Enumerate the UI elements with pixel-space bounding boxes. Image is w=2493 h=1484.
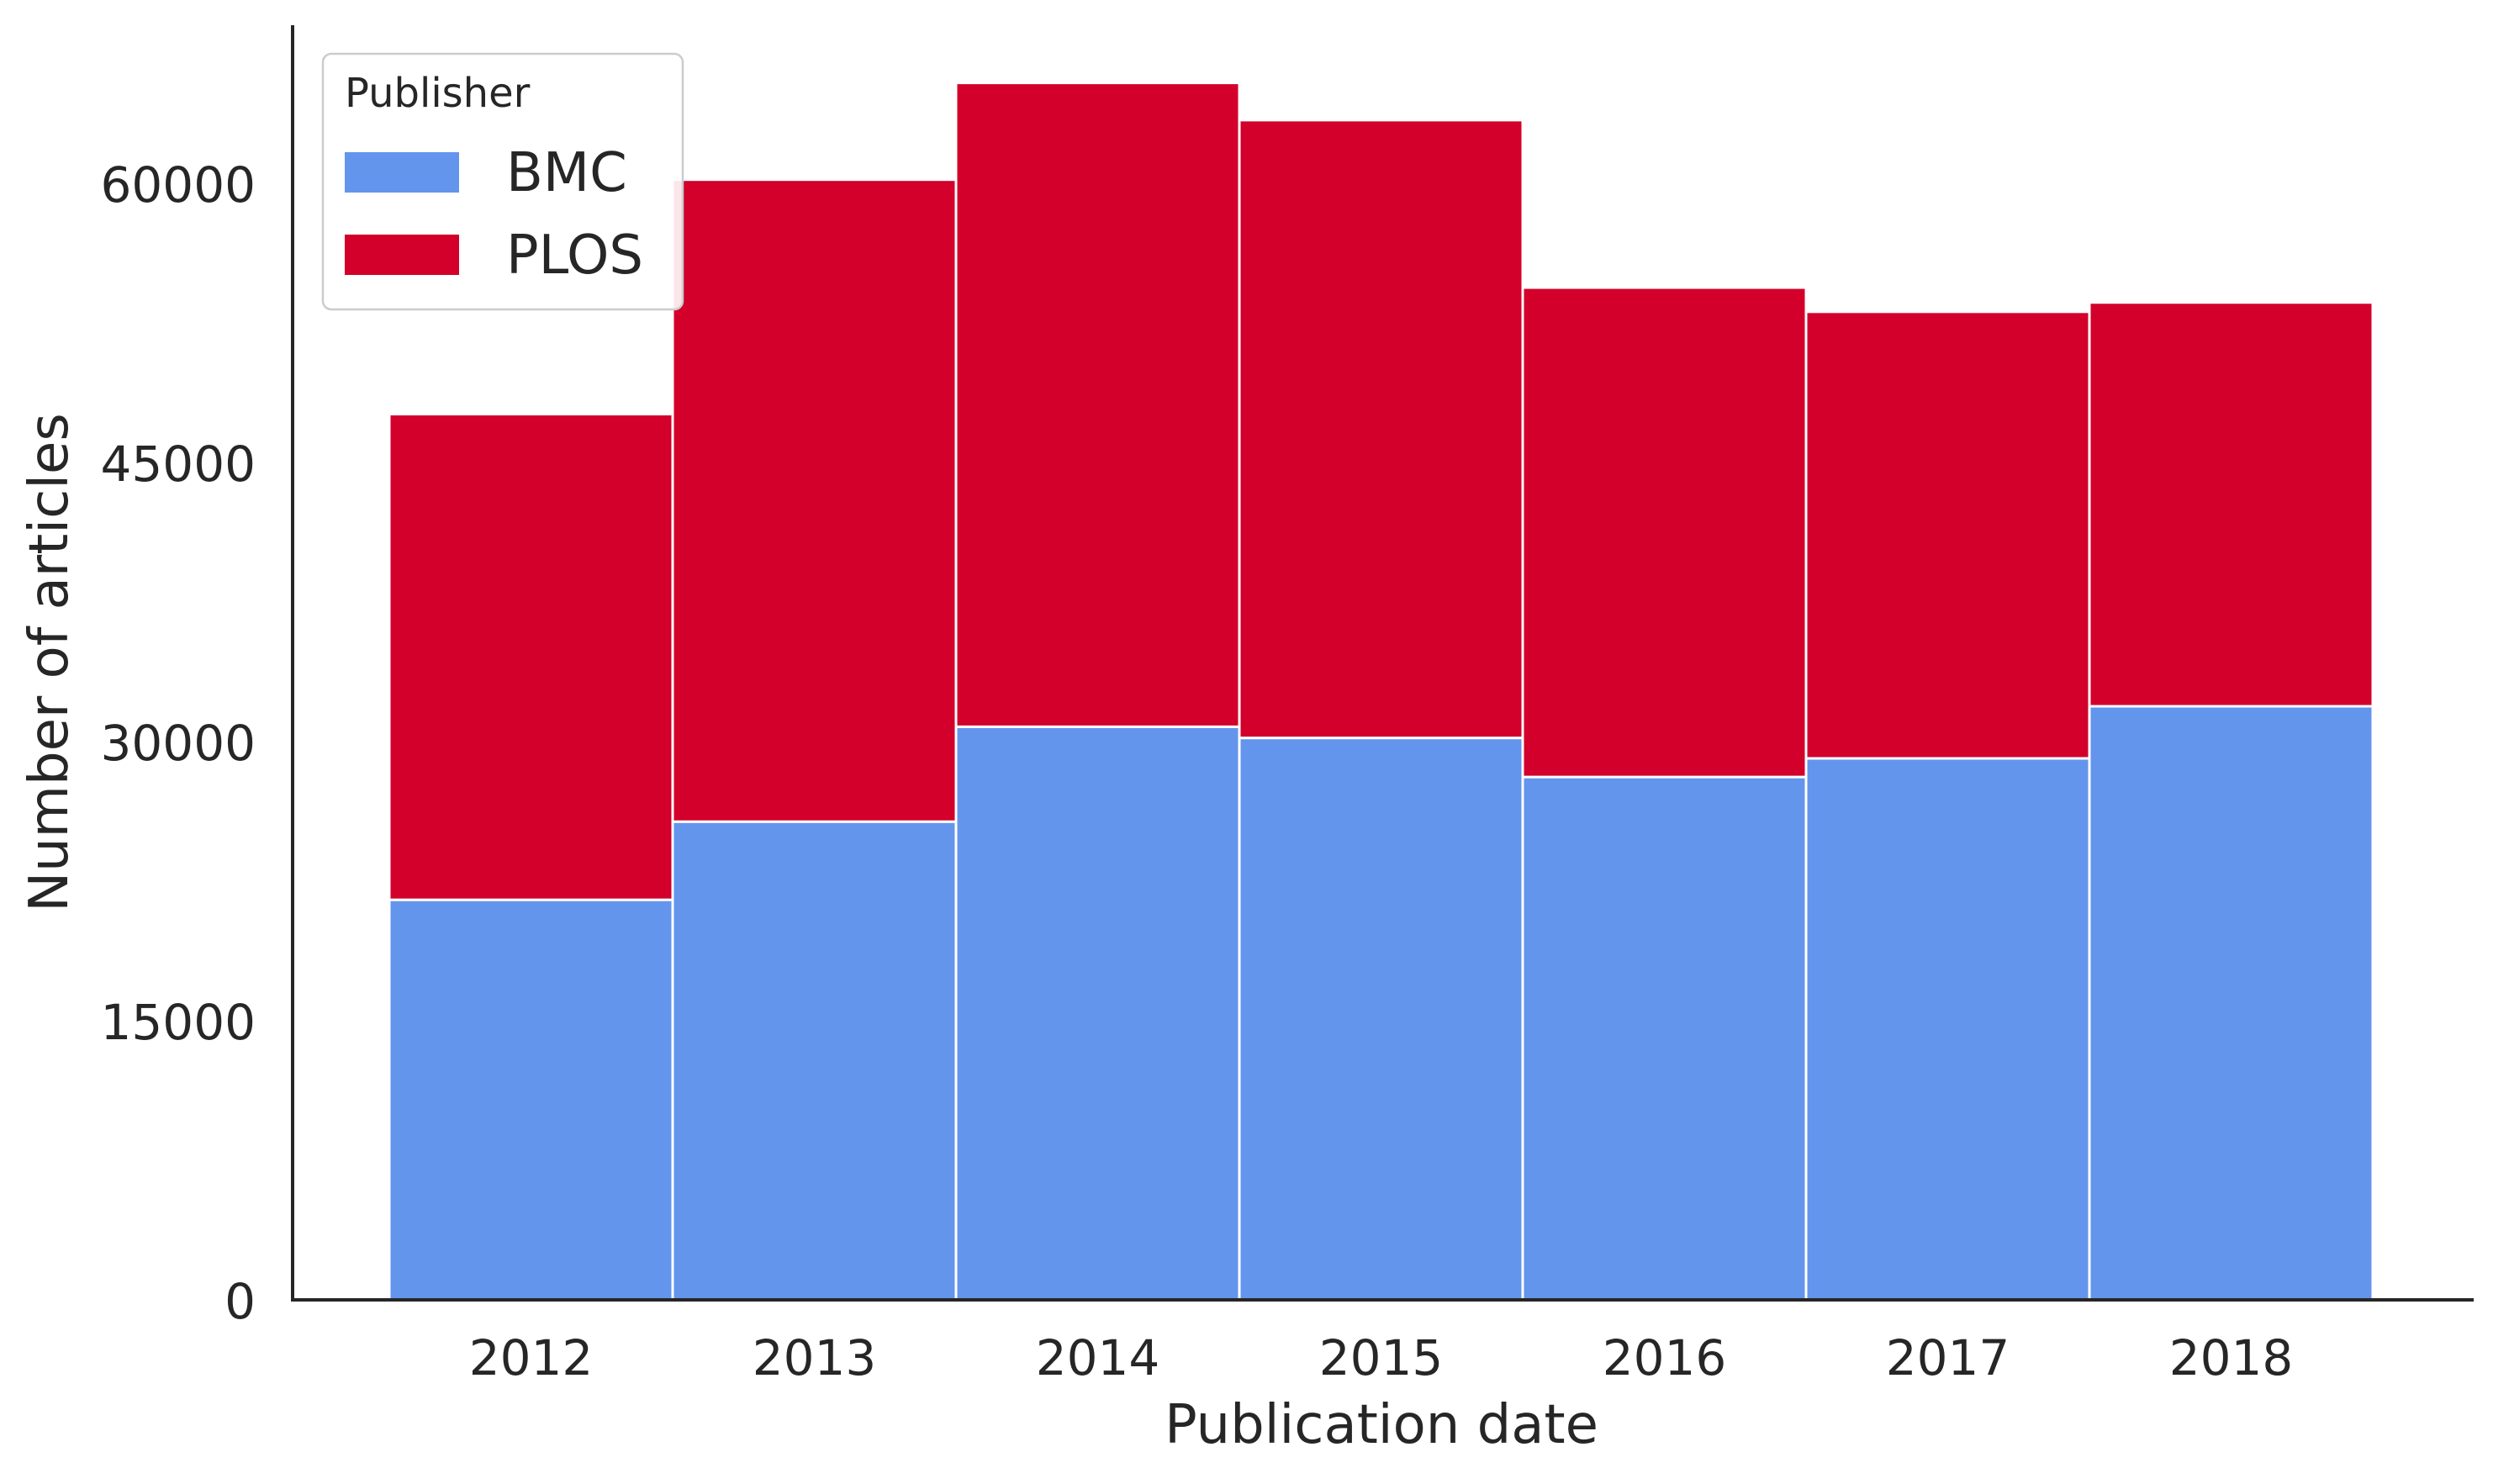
bar-bmc-2014 — [954, 725, 1241, 1302]
bar-bmc-2015 — [1238, 737, 1524, 1302]
x-tick-label: 2015 — [1319, 1329, 1444, 1386]
bar-plos-2015 — [1238, 119, 1524, 740]
bar-plos-2016 — [1521, 286, 1808, 779]
bar-plos-2012 — [388, 413, 674, 901]
x-tick-labels: 2012 2013 2014 2015 2016 2017 2018 — [469, 1329, 2294, 1386]
y-tick-label: 60000 — [100, 156, 256, 214]
x-tick-label: 2012 — [469, 1329, 594, 1386]
legend-label-plos: PLOS — [506, 224, 643, 287]
legend: Publisher BMC PLOS — [321, 52, 684, 311]
x-tick-label: 2016 — [1603, 1329, 1727, 1386]
x-tick-label: 2013 — [753, 1329, 877, 1386]
legend-swatch-bmc — [345, 152, 459, 193]
x-tick-label: 2018 — [2169, 1329, 2294, 1386]
bar-bmc-2017 — [1804, 757, 2091, 1302]
bar-bmc-2012 — [388, 898, 674, 1302]
bar-plos-2017 — [1804, 310, 2091, 760]
legend-title: Publisher — [345, 70, 531, 117]
bar-bmc-2013 — [671, 820, 958, 1302]
y-tick-label: 15000 — [100, 994, 256, 1051]
bar-bmc-2018 — [2088, 705, 2374, 1302]
bar-plos-2018 — [2088, 301, 2374, 708]
bar-plos-2013 — [671, 178, 958, 823]
y-tick-label: 0 — [224, 1273, 256, 1330]
y-tick-label: 45000 — [100, 436, 256, 493]
bar-plos-2014 — [954, 82, 1241, 728]
legend-label-bmc: BMC — [506, 142, 627, 204]
bars-layer — [388, 82, 2374, 1302]
y-tick-label: 30000 — [100, 715, 256, 772]
legend-entries: BMC PLOS — [345, 142, 643, 287]
legend-swatch-plos — [345, 235, 459, 275]
bar-bmc-2016 — [1521, 775, 1808, 1302]
x-tick-label: 2014 — [1036, 1329, 1160, 1386]
axes-layer — [291, 25, 2474, 1302]
x-axis-title: Publication date — [1165, 1394, 1598, 1456]
y-tick-labels: 0 15000 30000 45000 60000 — [100, 156, 256, 1330]
x-tick-label: 2017 — [1886, 1329, 2010, 1386]
y-axis-title: Number of articles — [18, 413, 81, 912]
